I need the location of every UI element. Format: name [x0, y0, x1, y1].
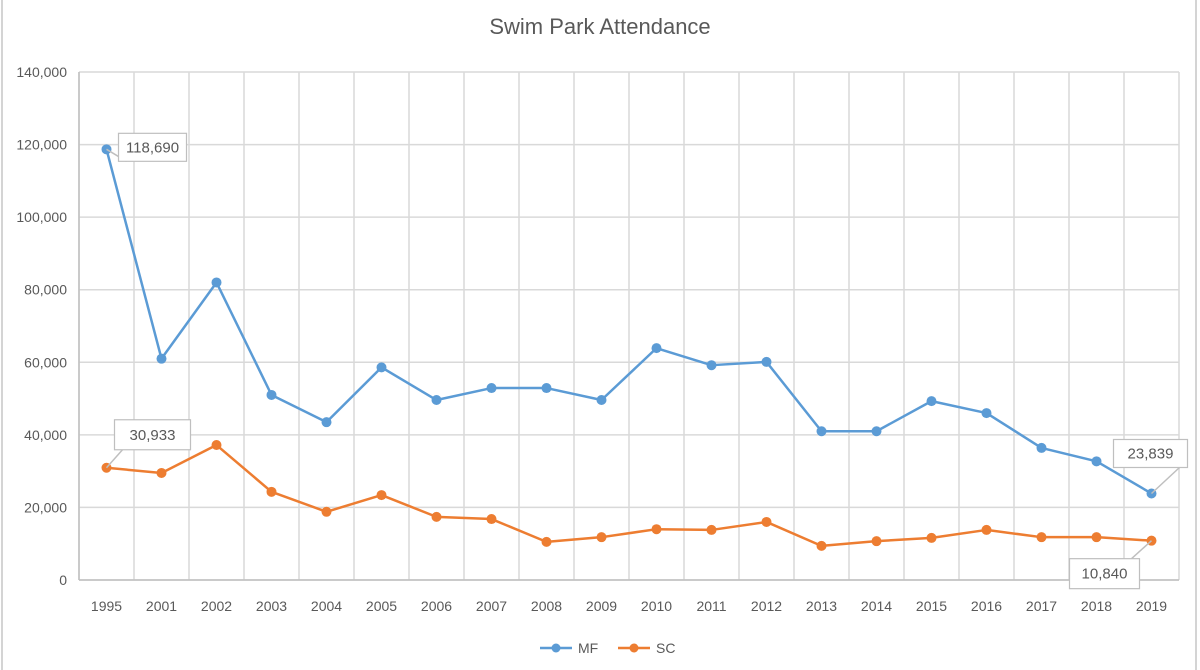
data-point-mf	[321, 417, 332, 428]
data-point-sc	[871, 536, 882, 547]
data-point-sc	[926, 532, 937, 543]
data-point-mf	[1036, 442, 1047, 453]
data-point-mf	[596, 395, 607, 406]
y-tick-label: 60,000	[24, 354, 67, 370]
y-tick-label: 100,000	[16, 209, 67, 225]
y-tick-label: 140,000	[16, 64, 67, 80]
data-point-sc	[706, 524, 717, 535]
series-line-mf	[105, 149, 1153, 495]
data-label: 10,840	[1082, 566, 1128, 583]
chart-title: Swim Park Attendance	[489, 14, 711, 39]
data-point-mf	[761, 356, 772, 367]
legend-label-mf: MF	[578, 640, 598, 656]
data-point-sc	[816, 540, 827, 551]
data-point-mf	[816, 426, 827, 437]
x-tick-label: 2002	[201, 598, 232, 614]
data-point-mf	[541, 383, 552, 394]
data-point-sc	[981, 524, 992, 535]
y-tick-label: 120,000	[16, 137, 67, 153]
data-label: 118,690	[126, 139, 179, 156]
x-tick-label: 2009	[586, 598, 617, 614]
y-tick-label: 40,000	[24, 427, 67, 443]
x-tick-label: 2008	[531, 598, 562, 614]
x-tick-label: 2005	[366, 598, 397, 614]
x-tick-label: 1995	[91, 598, 122, 614]
data-point-mf	[1091, 456, 1102, 467]
data-point-sc	[596, 532, 607, 543]
y-tick-label: 20,000	[24, 499, 67, 515]
x-tick-label: 2018	[1081, 598, 1112, 614]
data-point-mf	[926, 396, 937, 407]
data-point-mf	[431, 395, 442, 406]
series-line-sc	[106, 443, 1152, 548]
data-point-sc	[486, 514, 497, 525]
x-tick-label: 2006	[421, 598, 452, 614]
data-point-sc	[1036, 532, 1047, 543]
data-point-sc	[156, 467, 167, 478]
y-tick-label: 80,000	[24, 282, 67, 298]
data-label-box	[1112, 438, 1189, 469]
data-label: 23,839	[1128, 445, 1174, 462]
x-tick-label: 2001	[146, 598, 177, 614]
data-point-mf	[871, 426, 882, 437]
x-tick-label: 2016	[971, 598, 1002, 614]
data-label-leader	[105, 449, 124, 469]
data-point-sc	[266, 486, 277, 497]
x-tick-label: 2004	[311, 598, 342, 614]
data-label-box	[1068, 558, 1141, 590]
x-tick-label: 2010	[641, 598, 672, 614]
legend-marker-sc	[629, 643, 639, 653]
data-point-sc	[431, 511, 442, 522]
data-point-mf	[376, 362, 387, 373]
x-tick-label: 2015	[916, 598, 947, 614]
x-tick-label: 2013	[806, 598, 837, 614]
data-point-sc	[376, 490, 387, 501]
x-tick-label: 2019	[1136, 598, 1167, 614]
data-point-sc	[541, 536, 552, 547]
data-point-sc	[211, 440, 222, 451]
data-point-sc	[321, 506, 332, 517]
legend-item-mf: MF	[540, 640, 598, 656]
y-tick-label: 0	[59, 572, 67, 588]
data-point-mf	[706, 360, 717, 371]
data-point-sc	[651, 524, 662, 535]
x-tick-label: 2014	[861, 598, 892, 614]
data-point-mf	[266, 389, 277, 400]
data-point-mf	[211, 277, 222, 288]
x-tick-label: 2003	[256, 598, 287, 614]
legend-label-sc: SC	[656, 640, 675, 656]
data-point-mf	[651, 343, 662, 354]
data-point-mf	[981, 408, 992, 419]
data-point-sc	[761, 516, 772, 527]
data-label: 30,933	[130, 427, 176, 444]
legend-marker-mf	[551, 643, 561, 653]
data-label-leader	[1150, 466, 1181, 495]
data-point-mf	[156, 353, 167, 364]
legend-item-sc: SC	[618, 640, 675, 656]
x-tick-label: 2011	[696, 598, 726, 614]
x-tick-label: 2007	[476, 598, 507, 614]
x-tick-label: 2012	[751, 598, 782, 614]
data-point-sc	[1091, 532, 1102, 543]
data-label-box	[117, 132, 188, 162]
x-tick-label: 2017	[1026, 598, 1057, 614]
data-label-leader	[1130, 540, 1153, 560]
data-label-box	[113, 419, 192, 451]
data-point-mf	[486, 383, 497, 394]
